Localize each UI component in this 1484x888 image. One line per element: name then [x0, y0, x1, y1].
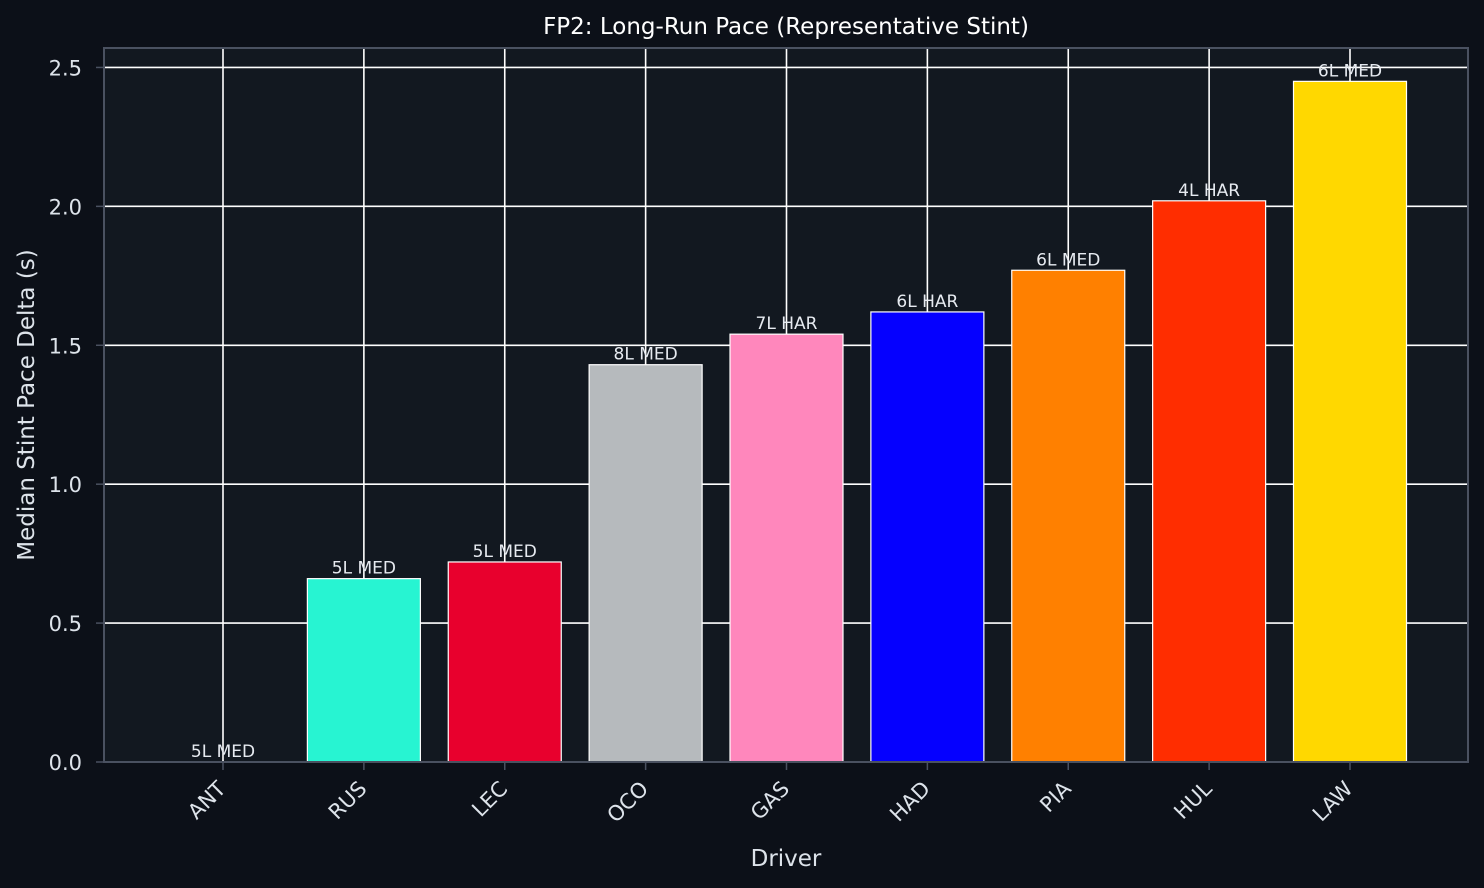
bar-label-hul: 4L HAR [1178, 181, 1240, 201]
y-tick-label: 1.5 [49, 334, 82, 358]
y-axis-label: Median Stint Pace Delta (s) [14, 249, 40, 561]
chart-title: FP2: Long-Run Pace (Representative Stint… [543, 14, 1029, 40]
bar-label-law: 6L MED [1318, 61, 1382, 81]
y-tick-label: 0.0 [49, 751, 82, 775]
bar-label-oco: 8L MED [614, 345, 678, 365]
bar-label-rus: 5L MED [332, 559, 396, 579]
bar-label-lec: 5L MED [473, 542, 537, 562]
bar-label-had: 6L HAR [896, 292, 958, 312]
bar-gas [729, 333, 844, 763]
y-tick-label: 2.5 [49, 56, 82, 80]
y-tick-labels: 0.0 0.5 1.0 1.5 2.0 2.5 [49, 56, 104, 775]
bar-label-pia: 6L MED [1036, 250, 1100, 270]
bar-lec [447, 561, 562, 763]
bars: 5L MED 5L MED 5L MED 8L MED 7L HAR 6L HAR 6L M… [191, 61, 1408, 763]
bar-label-gas: 7L HAR [756, 314, 818, 334]
bar-hul [1152, 200, 1267, 763]
y-tick-label: 2.0 [49, 195, 82, 219]
bar-oco [588, 364, 703, 763]
bar-pia [1011, 269, 1126, 763]
bar-rus [306, 578, 421, 763]
bar-label-ant: 5L MED [191, 742, 255, 762]
bar-had [870, 311, 985, 763]
y-tick-label: 0.5 [49, 612, 82, 636]
x-axis-label: Driver [751, 846, 822, 872]
y-tick-label: 1.0 [49, 473, 82, 497]
bar-law [1292, 80, 1408, 763]
